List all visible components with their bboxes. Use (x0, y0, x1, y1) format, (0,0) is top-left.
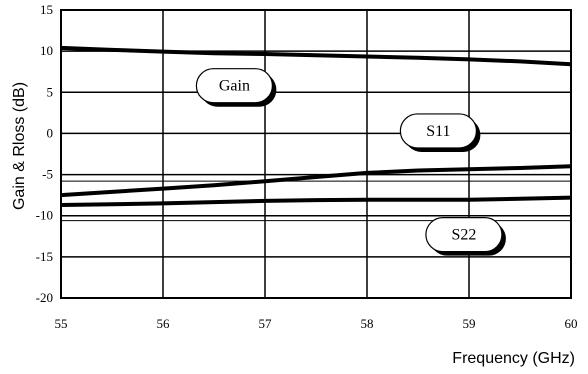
callout-s22: S22 (425, 217, 506, 256)
callouts: Gain S11 S22 (195, 68, 506, 256)
callout-label: S22 (451, 227, 476, 244)
y-tick-label: 5 (47, 84, 54, 99)
y-tick-label: -5 (42, 167, 53, 182)
y-tick-label: -20 (36, 290, 53, 305)
x-tick-label: 55 (55, 316, 68, 331)
x-tick-label: 57 (259, 316, 273, 331)
series-line-s11 (60, 164, 572, 198)
y-tick-label: 0 (47, 125, 54, 140)
series-lines (60, 45, 572, 207)
tick-labels: -20 -15 -10 -5 0 5 10 15 55 56 57 58 59 60 (36, 2, 578, 331)
y-tick-label: -15 (36, 249, 53, 264)
x-tick-label: 60 (565, 316, 578, 331)
x-tick-label: 58 (361, 316, 374, 331)
series-line-gain (60, 45, 572, 67)
callout-label: S11 (426, 123, 450, 140)
y-tick-label: 15 (40, 2, 53, 17)
y-tick-label: 10 (40, 43, 53, 58)
series-line-s22 (60, 195, 572, 207)
callout-bubble (425, 217, 503, 253)
plot-frame (60, 9, 572, 299)
callout-bubble (399, 113, 477, 149)
x-axis-label: Frequency (GHz) (452, 350, 575, 367)
callout-bubble (195, 68, 273, 104)
grid (60, 9, 572, 299)
callout-gain: Gain (195, 68, 277, 107)
y-axis-label: Gain & Rloss (dB) (11, 82, 28, 210)
x-tick-label: 59 (463, 316, 476, 331)
x-tick-label: 56 (157, 316, 171, 331)
callout-s11: S11 (399, 113, 481, 152)
y-tick-label: -10 (36, 208, 53, 223)
callout-label: Gain (219, 78, 250, 95)
